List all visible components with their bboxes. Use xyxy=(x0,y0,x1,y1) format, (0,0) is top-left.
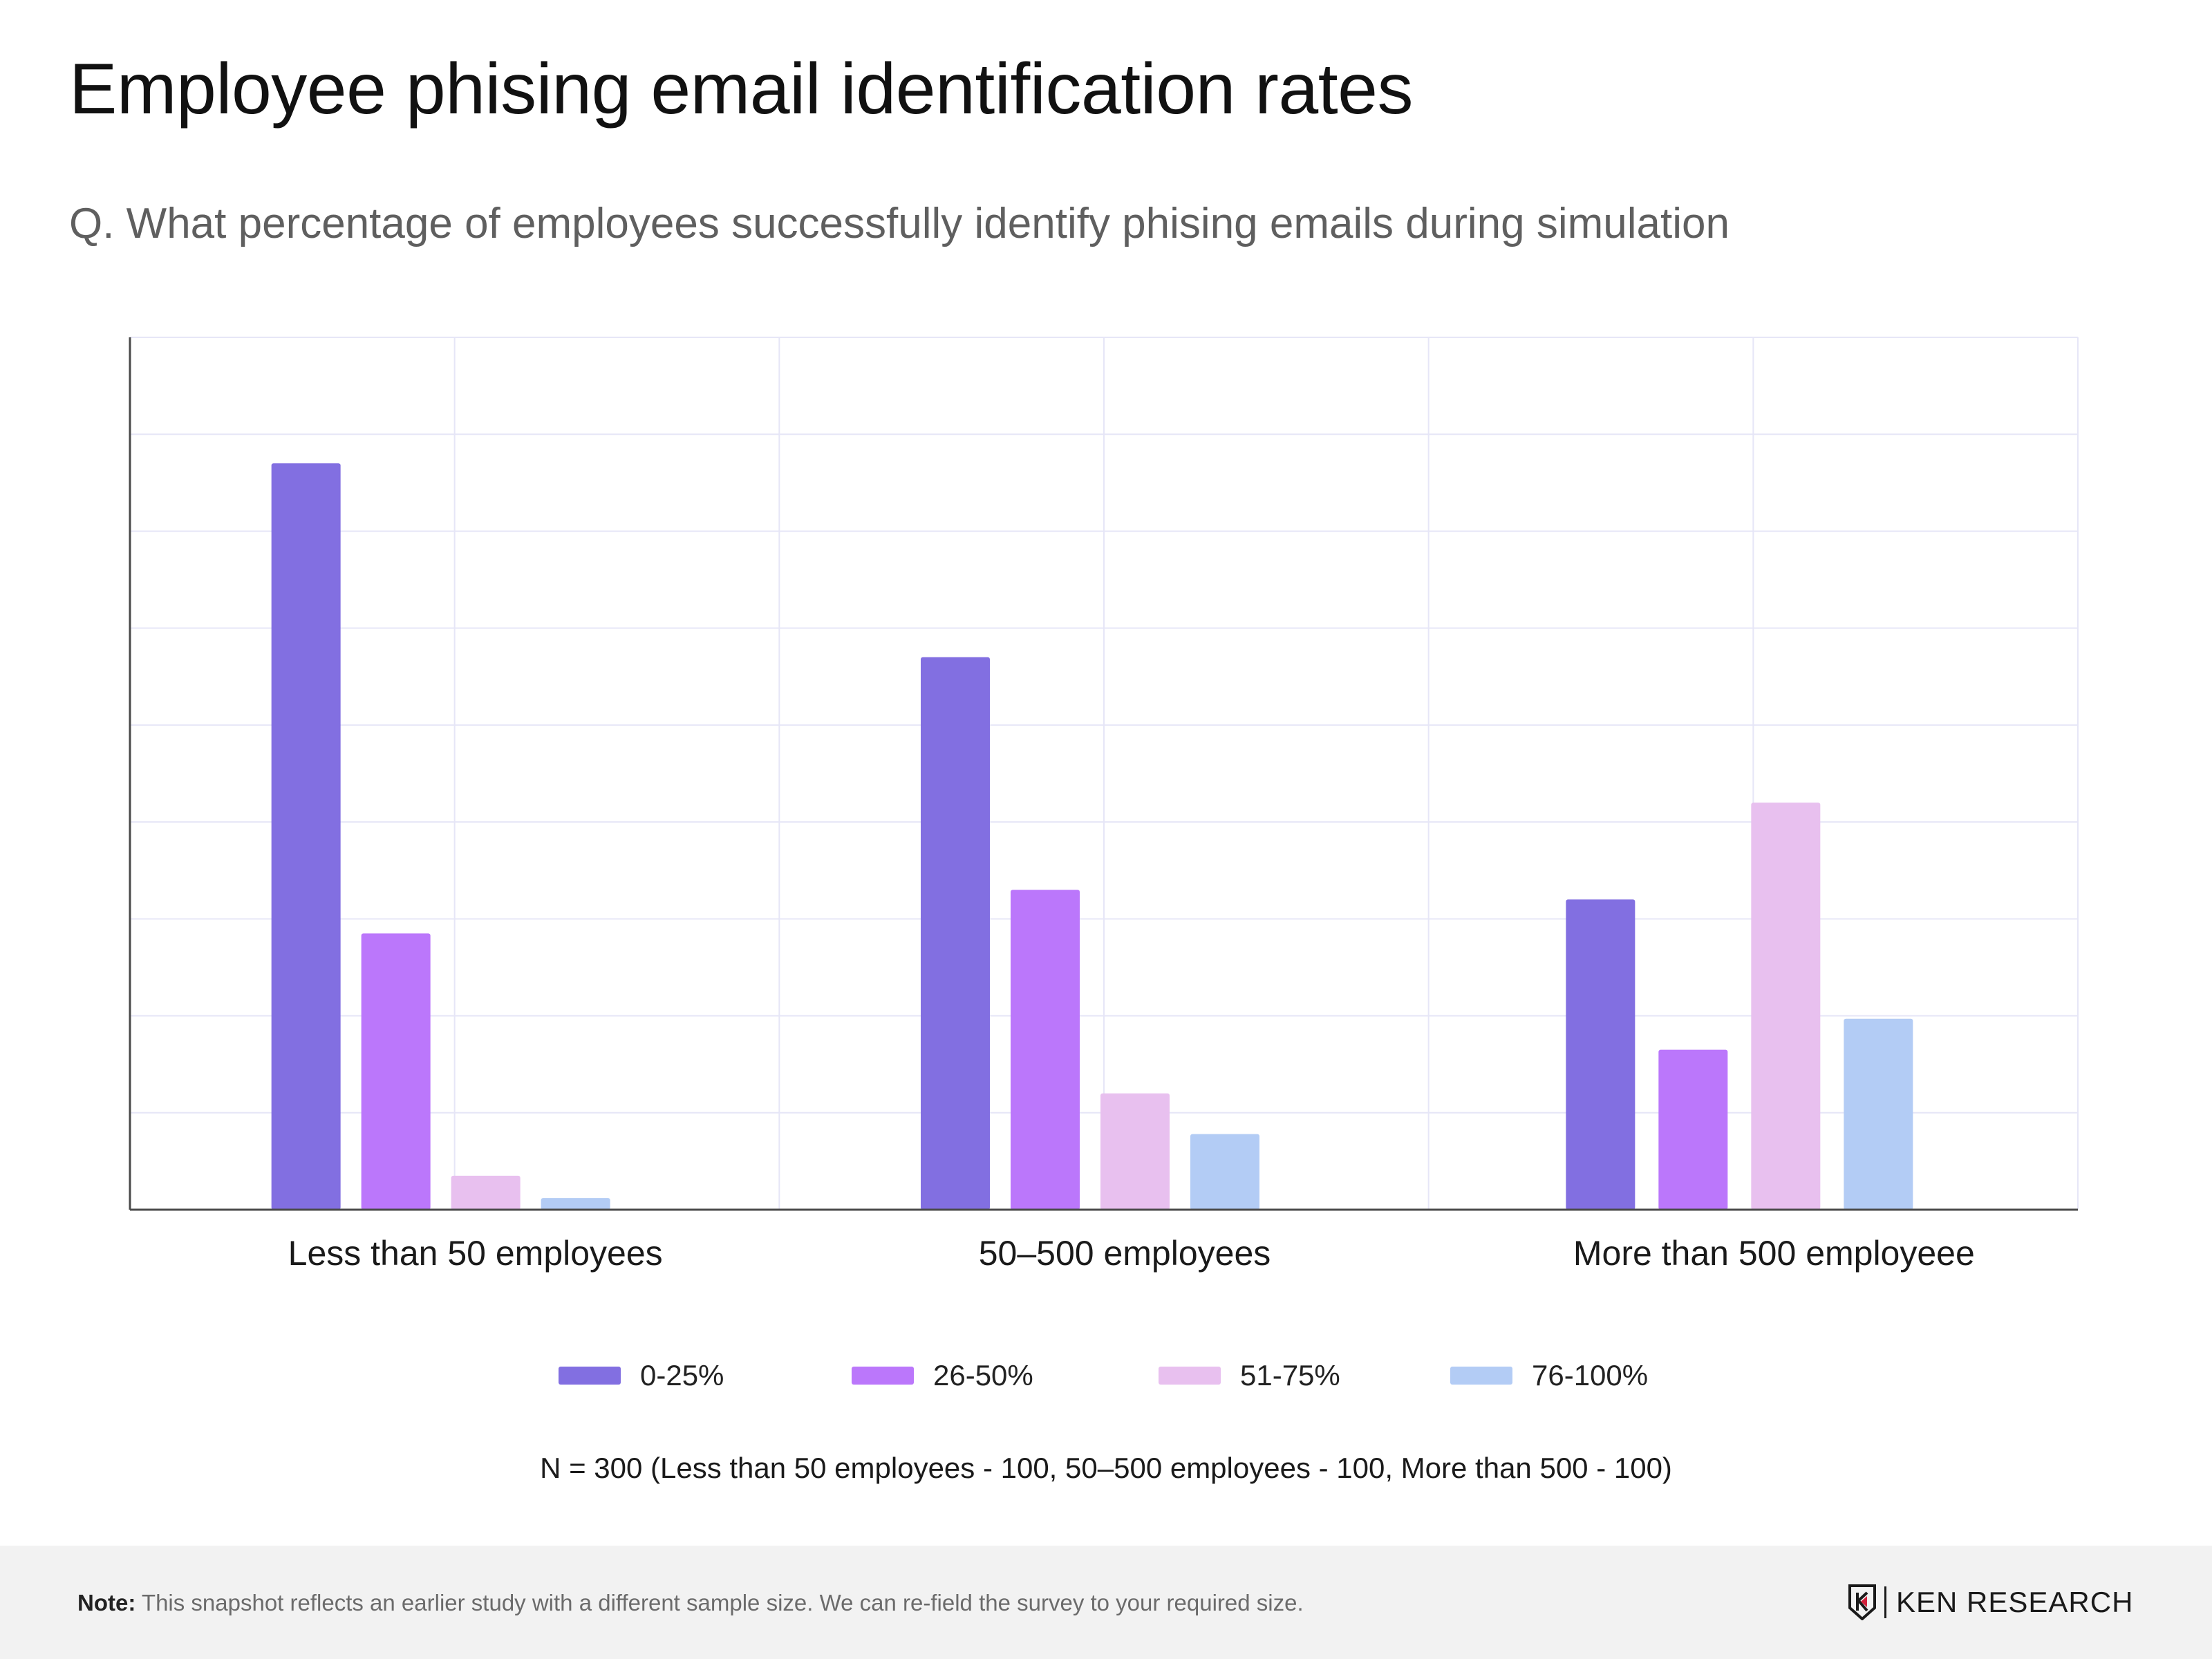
bar-26-50%-1 xyxy=(1011,890,1080,1210)
brand-logo: KEN RESEARCH xyxy=(1847,1583,2133,1622)
bars xyxy=(271,463,1913,1210)
brand-name: KEN RESEARCH xyxy=(1896,1586,2134,1618)
bar-76-100%-1 xyxy=(1190,1134,1259,1210)
legend-label: 0-25% xyxy=(640,1359,724,1391)
bar-26-50%-2 xyxy=(1658,1049,1728,1210)
legend-item: 26-50% xyxy=(852,1355,1033,1396)
sample-size-note: N = 300 (Less than 50 employees - 100, 5… xyxy=(540,1452,1672,1484)
bar-51-75%-1 xyxy=(1100,1093,1170,1210)
legend-item: 76-100% xyxy=(1450,1355,1648,1396)
category-label: More than 500 employeee xyxy=(1573,1234,1975,1273)
category-labels: Less than 50 employees 50–500 employees Mo… xyxy=(288,1234,1975,1273)
chart-title: Employee phising email identification ra… xyxy=(69,49,1414,129)
bar-0-25%-2 xyxy=(1566,899,1635,1210)
legend-item: 51-75% xyxy=(1159,1355,1340,1396)
legend-item: 0-25% xyxy=(559,1355,724,1396)
category-label: Less than 50 employees xyxy=(288,1234,663,1273)
bar-0-25%-0 xyxy=(271,463,341,1210)
legend: 0-25% 26-50% 51-75% 76-100% xyxy=(0,1355,2212,1396)
chart-subtitle: Q. What percentage of employees successf… xyxy=(69,200,1730,247)
bar-76-100%-0 xyxy=(541,1198,610,1210)
legend-swatch xyxy=(1450,1367,1512,1385)
bar-chart: Less than 50 employees 50–500 employees Mo… xyxy=(129,337,2079,1273)
legend-label: 76-100% xyxy=(1532,1359,1649,1391)
bar-51-75%-0 xyxy=(451,1175,521,1210)
legend-label: 26-50% xyxy=(933,1359,1033,1391)
legend-swatch xyxy=(559,1367,621,1385)
footer-note: Note: This snapshot reflects an earlier … xyxy=(77,1590,1304,1616)
footer-note-text: This snapshot reflects an earlier study … xyxy=(141,1590,1304,1615)
bar-26-50%-0 xyxy=(361,933,431,1210)
legend-swatch xyxy=(852,1367,914,1385)
axes xyxy=(129,337,2078,1211)
bar-51-75%-2 xyxy=(1751,803,1821,1210)
brand-separator xyxy=(1884,1586,1886,1618)
category-label: 50–500 employees xyxy=(979,1234,1271,1273)
legend-label: 51-75% xyxy=(1240,1359,1340,1391)
bar-0-25%-1 xyxy=(921,657,990,1210)
legend-swatch xyxy=(1159,1367,1221,1385)
footer-note-label: Note: xyxy=(77,1590,136,1615)
ken-research-logo-icon xyxy=(1848,1584,1876,1620)
footer: Note: This snapshot reflects an earlier … xyxy=(0,1546,2212,1659)
bar-76-100%-2 xyxy=(1844,1018,1913,1210)
